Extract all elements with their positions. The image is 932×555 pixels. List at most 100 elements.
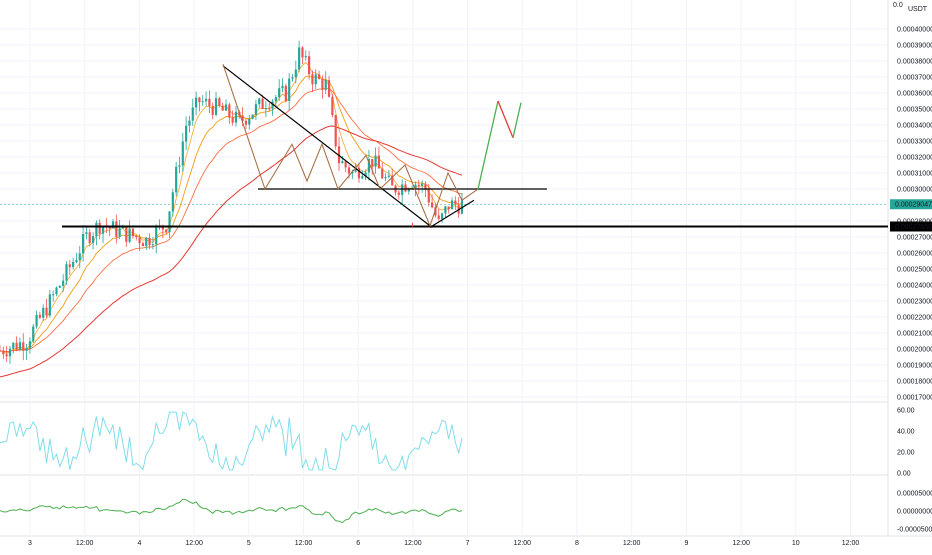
candle-up [407, 189, 410, 192]
price-tick-label: 0.00019000 [897, 363, 932, 370]
time-tick-label: 10 [792, 540, 800, 547]
candle-down [427, 189, 430, 203]
candle-up [374, 155, 377, 167]
ma-fast-line [0, 61, 463, 354]
candle-up [258, 98, 261, 105]
time-tick-label: 6 [356, 540, 360, 547]
candle-up [118, 228, 121, 237]
candle-down [308, 56, 311, 75]
candle-up [214, 98, 218, 115]
currency-label: USDT [908, 6, 928, 13]
candle-up [248, 118, 251, 125]
candle-up [85, 232, 88, 235]
candle-down [0, 350, 2, 352]
candle-up [25, 348, 28, 351]
time-axis[interactable]: 3 12:00 4 12:00 5 12:00 6 12:00 7 12:00 8 12:00 9 12:… [28, 540, 859, 547]
candle-up [201, 101, 204, 103]
time-tick-label: 7 [466, 540, 470, 547]
candle-up [271, 101, 274, 109]
low-marker [412, 222, 413, 227]
candle-up [341, 161, 344, 164]
candle-up [450, 200, 454, 210]
time-tick-label: 3 [28, 540, 32, 547]
indicators [0, 411, 463, 524]
projection-down-leg [497, 100, 514, 139]
zigzag-pattern-red [222, 64, 479, 228]
price-tick-label: 0.00031000 [897, 171, 932, 178]
candle-up [75, 260, 78, 262]
candle-up [52, 294, 55, 296]
candle-down [211, 106, 214, 115]
candle-up [414, 184, 417, 189]
candle-down [218, 98, 221, 106]
candle-up [128, 228, 131, 242]
candle-down [317, 74, 321, 79]
candle-up [278, 88, 281, 98]
candle-down [268, 108, 271, 110]
candle-up [95, 222, 98, 237]
candle-up [264, 108, 267, 110]
projection-up-leg [477, 100, 499, 190]
candle-up [35, 314, 38, 327]
candle-down [5, 354, 8, 357]
price-tick-label: 0.00036000 [897, 91, 932, 98]
candle-up [111, 221, 115, 229]
candle-down [404, 184, 407, 192]
price-tick-label: 0.00037000 [897, 75, 932, 82]
candle-up [188, 120, 191, 126]
candle-down [45, 307, 48, 316]
candle-up [234, 111, 238, 123]
candle-up [191, 107, 194, 121]
candle-down [337, 146, 341, 164]
price-tick-label: 0.00024000 [897, 283, 932, 290]
candle-down [331, 96, 334, 116]
candle-up [384, 176, 387, 179]
candle-down [108, 227, 111, 229]
ma-long-line [0, 125, 463, 378]
candle-down [198, 97, 201, 103]
candle-down [141, 243, 145, 247]
candle-up [195, 97, 198, 108]
candle-up [42, 307, 45, 318]
candle-down [2, 350, 5, 355]
candles [0, 40, 464, 364]
candle-up [367, 159, 371, 173]
candle-up [8, 348, 12, 357]
candle-up [81, 234, 85, 254]
price-tick-label: 0.00021000 [897, 331, 932, 338]
drawings[interactable] [62, 64, 888, 228]
candle-up [361, 176, 364, 179]
price-tick-label: 0.00018000 [897, 379, 932, 386]
time-tick-label: 12:00 [185, 540, 203, 547]
candle-down [15, 342, 18, 350]
candle-up [28, 341, 32, 349]
time-tick-label: 12:00 [295, 540, 313, 547]
time-tick-label: 4 [137, 540, 141, 547]
candle-up [65, 264, 68, 281]
projection-up-leg-2 [512, 102, 522, 138]
candle-down [131, 228, 135, 237]
candle-up [72, 261, 75, 268]
candle-down [115, 221, 118, 237]
time-tick-label: 12:00 [732, 540, 750, 547]
current-price-label: 0.00029047 [895, 202, 932, 209]
candle-up [288, 78, 291, 101]
price-axis[interactable]: 0.00040000 0.00039000 0.00038000 0.00037000… [890, 27, 932, 534]
time-tick-label: 8 [575, 540, 579, 547]
candle-down [241, 115, 244, 121]
candle-down [301, 47, 304, 58]
candle-up [101, 226, 105, 234]
candle-down [244, 120, 248, 125]
time-tick-label: 12:00 [842, 540, 860, 547]
candle-up [274, 97, 277, 102]
candle-up [304, 56, 307, 58]
price-tick-label: 0.00039000 [897, 43, 932, 50]
top-tick-partial: 0.0 [893, 2, 903, 9]
rsi-tick-label: 60.00 [897, 408, 915, 415]
price-tick-label: 0.00035000 [897, 107, 932, 114]
candle-down [148, 237, 151, 246]
rsi-tick-label: 40.00 [897, 429, 915, 436]
candle-up [18, 342, 22, 350]
